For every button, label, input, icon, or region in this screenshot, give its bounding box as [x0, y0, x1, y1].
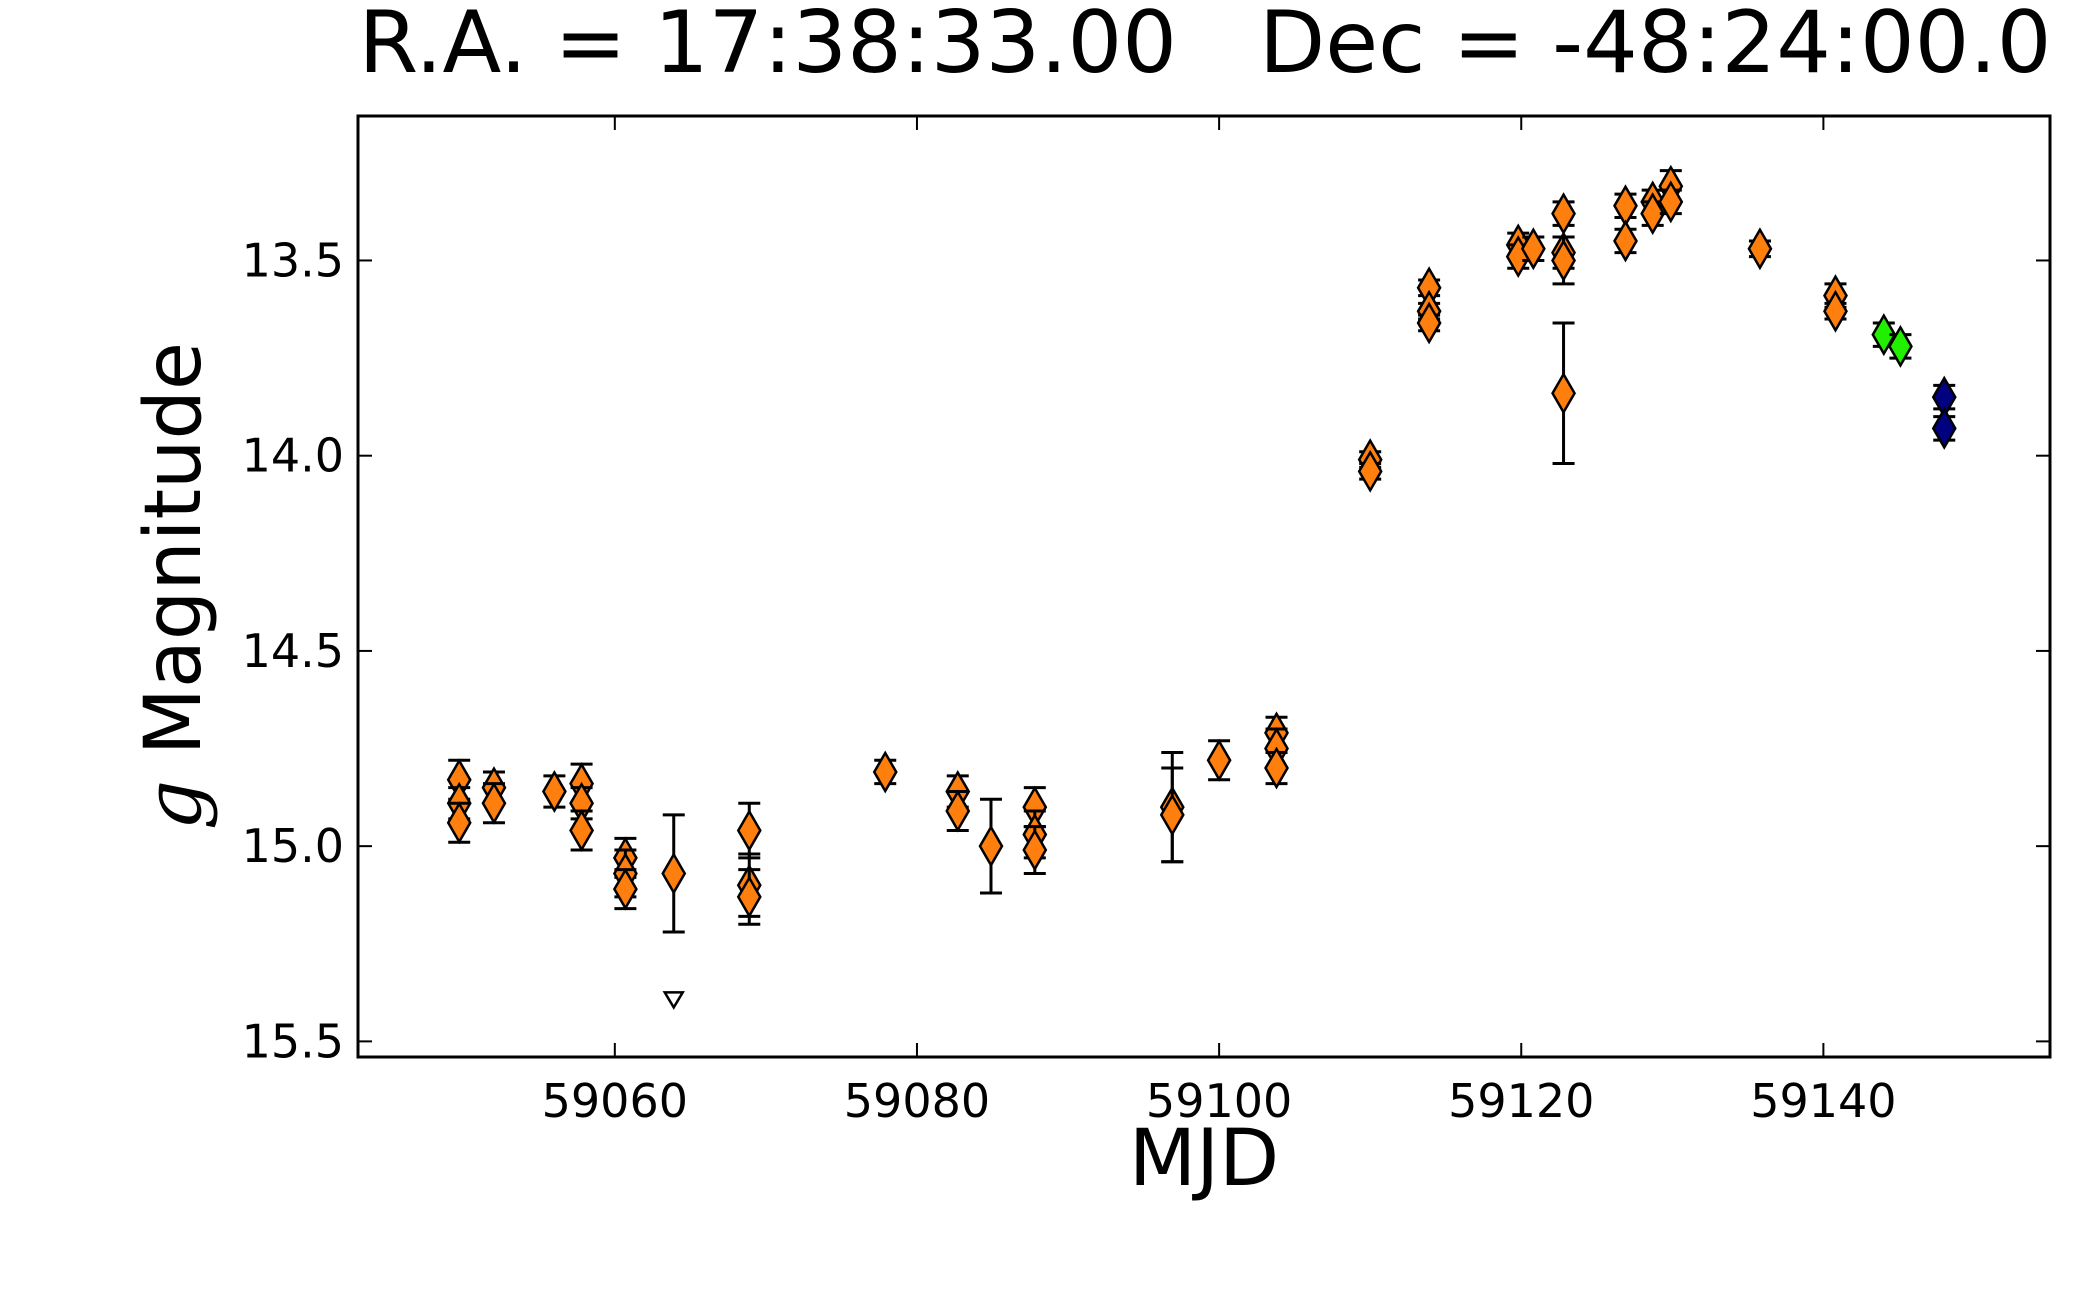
- data-point: [662, 991, 685, 1010]
- data-point: [1551, 192, 1576, 236]
- x-tick-label: 59120: [1448, 1074, 1594, 1128]
- x-axis-label: MJD: [1129, 1114, 1279, 1204]
- x-tick-label: 59100: [1146, 1074, 1292, 1128]
- x-tick-label: 59140: [1750, 1074, 1896, 1128]
- data-point: [736, 875, 762, 919]
- x-tick-label: 59060: [542, 1074, 688, 1128]
- data-point: [1357, 449, 1383, 493]
- y-tick-label: 14.0: [242, 429, 344, 483]
- y-axis-symbol: g: [129, 780, 219, 830]
- data-point: [481, 781, 507, 825]
- data-point: [1520, 227, 1546, 271]
- y-axis-label-word: Magnitude: [129, 342, 219, 755]
- data-point: [1640, 192, 1666, 236]
- data-point: [1022, 828, 1048, 872]
- data-point: [612, 867, 638, 911]
- chart-title: R.A. = 17:38:33.00 Dec = -48:24:00.0: [359, 0, 2052, 93]
- y-tick-label: 15.0: [242, 819, 344, 873]
- data-point: [661, 851, 687, 895]
- data-point: [945, 789, 971, 833]
- y-tick-label: 13.5: [242, 233, 344, 287]
- y-axis-label-text: [129, 755, 219, 780]
- data-point: [736, 809, 762, 853]
- data-point: [1551, 371, 1576, 415]
- data-point: [872, 750, 898, 794]
- x-tick-label: 59080: [844, 1074, 990, 1128]
- data-point: [1613, 184, 1638, 228]
- y-tick-label: 15.5: [242, 1014, 344, 1068]
- data-point: [1823, 289, 1848, 333]
- data-point: [1931, 406, 1957, 450]
- plot-frame: [356, 114, 2052, 1059]
- data-point: [569, 809, 595, 853]
- data-point: [1613, 219, 1638, 263]
- data-point: [1206, 738, 1232, 782]
- data-point: [1658, 180, 1684, 224]
- data-point: [1747, 227, 1773, 271]
- data-point: [1416, 301, 1442, 345]
- data-point: [978, 824, 1004, 868]
- y-axis-label: g Magnitude: [129, 342, 219, 830]
- data-point: [1551, 238, 1576, 282]
- data-point: [446, 801, 472, 845]
- data-point: [1159, 793, 1185, 837]
- data-point: [541, 769, 567, 813]
- y-tick-label: 14.5: [242, 624, 344, 678]
- data-point: [1264, 746, 1289, 790]
- data-point: [1887, 324, 1913, 368]
